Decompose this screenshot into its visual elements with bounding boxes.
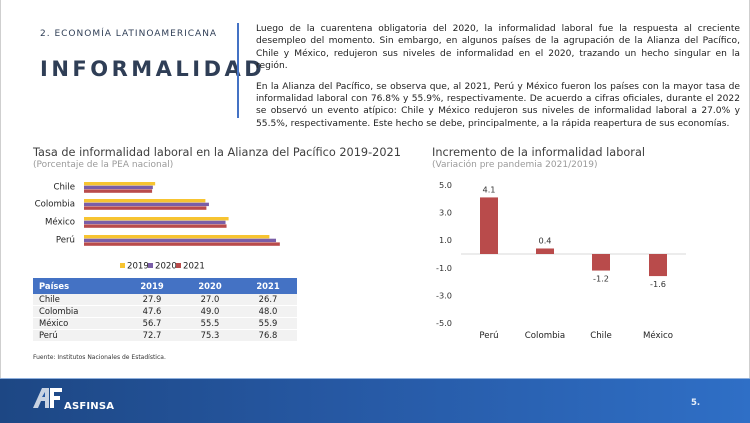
accent-divider [237, 23, 239, 118]
legend-label: 2019 [127, 262, 149, 272]
y-tick-label: 5.0 [439, 180, 452, 190]
slide-left-border [0, 0, 1, 378]
bar-2019 [84, 182, 156, 186]
table-cell: 27.9 [123, 294, 181, 306]
bar-2020 [84, 185, 153, 190]
legend-label: 2021 [183, 262, 205, 272]
bar-2021 [84, 206, 207, 210]
table-cell: 26.7 [239, 294, 297, 306]
data-label: -1.6 [650, 279, 666, 289]
page-number: 5. [691, 398, 701, 408]
category-label: Perú [56, 236, 75, 246]
table-header: 2021 [239, 278, 297, 294]
section-label: 2. ECONOMÍA LATINOAMERICANA [40, 29, 218, 39]
paragraph-1: Luego de la cuarentena obligatoria del 2… [256, 24, 740, 72]
table-header: 2019 [123, 278, 181, 294]
category-label: Colombia [35, 200, 75, 210]
data-table: Países 2019 2020 2021 Chile 27.9 27.0 26… [33, 278, 297, 342]
table-cell: Chile [33, 294, 123, 306]
table-cell: 75.3 [181, 329, 239, 342]
bar-2021 [84, 242, 280, 246]
table-cell: 27.0 [181, 294, 239, 306]
legend-swatch-2021 [176, 263, 181, 268]
table-cell: 48.0 [239, 305, 297, 318]
bar-2020 [84, 220, 226, 225]
category-label: México [45, 217, 75, 228]
bar-2019 [84, 217, 229, 221]
data-label: 4.1 [482, 184, 495, 194]
paragraph-2: En la Alianza del Pacífico, se observa q… [256, 81, 740, 129]
table-cell: 56.7 [123, 317, 181, 330]
category-label: Colombia [525, 331, 565, 341]
category-label: Chile [53, 183, 75, 193]
bar-2021 [84, 189, 153, 193]
chart1-subtitle: (Porcentaje de la PEA nacional) [33, 160, 174, 170]
body-text: Luego de la cuarentena obligatoria del 2… [256, 23, 740, 138]
y-tick-label: 1.0 [439, 235, 452, 245]
table-cell: 55.9 [239, 317, 297, 330]
chart1-title: Tasa de informalidad laboral en la Alian… [33, 146, 401, 159]
page-title: INFORMALIDAD [40, 57, 266, 81]
table-row: México 56.7 55.5 55.9 [33, 317, 297, 330]
category-label: Chile [590, 331, 612, 341]
bar-Colombia [536, 248, 554, 254]
table-row: Perú 72.7 75.3 76.8 [33, 329, 297, 342]
table-row: Chile 27.9 27.0 26.7 [33, 294, 297, 306]
table-cell: México [33, 317, 123, 330]
footer-bar: ASFINSA 5. [0, 378, 750, 423]
table-cell: 76.8 [239, 329, 297, 342]
table-cell: Colombia [33, 305, 123, 318]
y-tick-label: -5.0 [436, 318, 452, 328]
chart2-title: Incremento de la informalidad laboral [432, 146, 646, 159]
table-cell: 49.0 [181, 305, 239, 318]
table-cell: 47.6 [123, 305, 181, 318]
bar-México [649, 254, 667, 277]
asfinsa-logo-icon [33, 388, 62, 408]
chart2-subtitle: (Variación pre pandemia 2021/2019) [432, 160, 598, 170]
category-label: Perú [479, 331, 498, 341]
bar-2019 [84, 199, 206, 203]
table-header: Países [33, 278, 123, 294]
data-label: 0.4 [538, 235, 551, 245]
table-cell: 72.7 [123, 329, 181, 342]
table-row: Colombia 47.6 49.0 48.0 [33, 305, 297, 318]
legend-label: 2020 [155, 262, 177, 272]
bar-Chile [592, 254, 610, 271]
table-cell: Perú [33, 329, 123, 342]
logo-text: ASFINSA [64, 401, 115, 412]
table-header-row: Países 2019 2020 2021 [33, 278, 297, 294]
category-label: México [643, 330, 673, 341]
data-label: -1.2 [593, 274, 609, 284]
bar-Perú [480, 197, 498, 254]
table-header: 2020 [181, 278, 239, 294]
y-tick-label: -1.0 [436, 263, 452, 273]
bar-2021 [84, 224, 227, 228]
y-tick-label: -3.0 [436, 290, 452, 300]
legend-swatch-2019 [120, 263, 125, 268]
y-tick-label: 3.0 [439, 208, 452, 218]
bar-2020 [84, 202, 209, 207]
source-note: Fuente: Institutos Nacionales de Estadís… [33, 354, 166, 361]
bar-2019 [84, 235, 270, 239]
table-cell: 55.5 [181, 317, 239, 330]
bar-2020 [84, 238, 277, 243]
legend-swatch-2020 [148, 263, 153, 268]
